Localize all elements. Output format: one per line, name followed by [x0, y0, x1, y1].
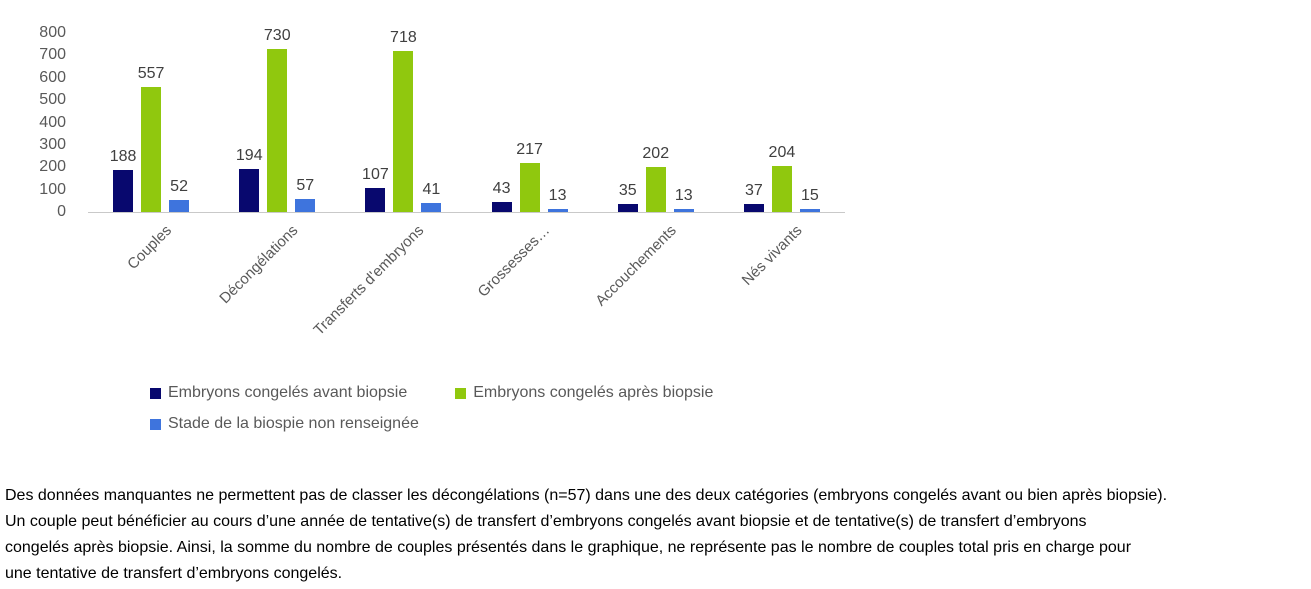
bar — [295, 199, 316, 212]
x-category-label: Grossesses… — [474, 222, 554, 301]
bar-value-label: 217 — [516, 141, 543, 158]
legend-label: Stade de la biospie non renseignée — [168, 415, 419, 432]
bar-value-label: 15 — [801, 187, 819, 204]
y-tick-label: 200 — [39, 158, 66, 176]
legend-swatch — [150, 418, 161, 430]
x-category-label: Couples — [124, 222, 176, 273]
legend-swatch — [150, 387, 161, 399]
y-tick-label: 0 — [57, 203, 66, 220]
bar-value-label: 730 — [263, 27, 291, 44]
bar-value-label: 37 — [745, 182, 763, 199]
y-tick-label: 600 — [39, 68, 66, 86]
bar — [771, 166, 792, 212]
bar — [365, 188, 386, 212]
bar-value-label: 557 — [137, 65, 165, 82]
bar — [547, 209, 568, 212]
footnote-line: une tentative de transfert d’embryons co… — [5, 565, 343, 582]
bar-value-label: 35 — [618, 182, 637, 199]
bar-value-label: 41 — [422, 181, 441, 198]
bar — [421, 203, 442, 212]
bar-value-label: 202 — [642, 145, 670, 162]
x-category-label: Accouchements — [592, 222, 680, 310]
bar — [169, 200, 190, 212]
bar-value-label: 52 — [170, 178, 188, 195]
bar — [491, 202, 512, 212]
y-tick-label: 400 — [39, 113, 66, 131]
bar — [519, 163, 540, 212]
bar — [113, 170, 134, 212]
footnote-line: Un couple peut bénéficier au cours d’une… — [5, 513, 1087, 530]
y-tick-label: 500 — [39, 91, 66, 109]
legend-label: Embryons congelés avant biopsie — [168, 384, 408, 401]
legend-item: Stade de la biospie non renseignée — [150, 415, 419, 433]
bar-value-label: 43 — [492, 180, 511, 197]
bar — [645, 167, 666, 212]
bar — [799, 209, 820, 212]
bar — [267, 49, 288, 212]
legend-swatch — [455, 387, 467, 399]
bar-value-label: 13 — [548, 187, 567, 204]
legend-row: Embryons congelés avant biopsie Embryons … — [150, 384, 761, 402]
legend-item: Embryons congelés avant biopsie — [150, 384, 407, 402]
legend: Embryons congelés avant biopsie Embryons … — [150, 384, 761, 446]
bar-value-label: 188 — [109, 148, 137, 165]
y-tick-label: 300 — [39, 135, 66, 153]
x-category-label: Nés vivants — [739, 222, 806, 289]
legend-row: Stade de la biospie non renseignée — [150, 415, 761, 433]
y-tick-label: 700 — [39, 46, 66, 64]
y-tick-label: 800 — [39, 24, 66, 41]
bar-value-label: 718 — [390, 29, 417, 46]
bar — [239, 169, 260, 212]
legend-label: Embryons congelés après biopsie — [473, 384, 714, 401]
bar — [743, 204, 764, 212]
bar — [141, 87, 162, 212]
bar — [673, 209, 694, 212]
bar-value-label: 194 — [235, 147, 263, 164]
footnote: Des données manquantes ne permettent pas… — [5, 483, 1305, 587]
bar-value-label: 13 — [674, 187, 693, 204]
bar-value-label: 57 — [296, 177, 315, 194]
footnote-line: congelés après biopsie. Ainsi, la somme … — [5, 539, 1132, 556]
bar — [617, 204, 638, 212]
footnote-line: Des données manquantes ne permettent pas… — [5, 487, 1168, 504]
x-category-label: Décongélations — [216, 222, 302, 308]
bar-value-label: 204 — [768, 144, 796, 161]
bar-value-label: 107 — [362, 166, 389, 183]
x-category-label: Transferts d'embryons — [310, 222, 428, 339]
y-tick-label: 100 — [39, 180, 66, 198]
plot-area: 188 557 52 Couples 194 730 57 Décongélations 107… — [88, 27, 845, 339]
legend-item: Embryons congelés après biopsie — [455, 384, 713, 402]
bar — [393, 51, 414, 212]
